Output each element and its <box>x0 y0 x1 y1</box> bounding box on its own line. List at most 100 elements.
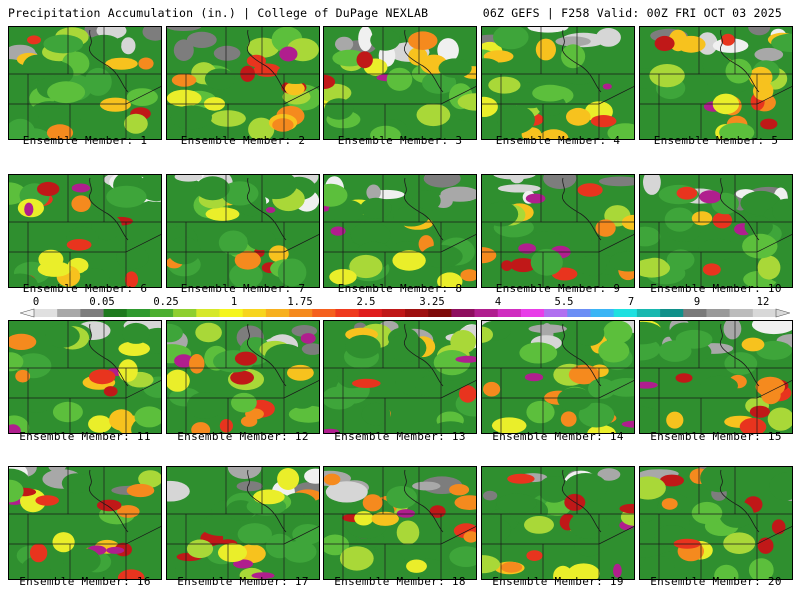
ensemble-panel <box>323 320 477 434</box>
colorbar-segment <box>520 309 545 317</box>
ensemble-panel <box>8 26 162 140</box>
colorbar-segment <box>103 309 128 317</box>
ensemble-member-label: Ensemble Member: 8 <box>337 282 463 295</box>
colorbar-left-arrow <box>20 308 35 318</box>
colorbar-segment <box>381 309 406 317</box>
colorbar-segment <box>405 309 429 317</box>
colorbar-segment <box>358 309 383 317</box>
ensemble-member-label: Ensemble Member: 19 <box>492 575 624 588</box>
ensemble-member-label: Ensemble Member: 1 <box>22 134 148 147</box>
colorbar-tick-label: 0.25 <box>153 296 179 308</box>
colorbar-graphic <box>20 308 790 318</box>
ensemble-panel <box>639 174 793 288</box>
colorbar-segment <box>497 309 522 317</box>
precip-map <box>639 466 793 580</box>
ensemble-panel <box>323 466 477 580</box>
precip-map <box>323 466 477 580</box>
colorbar-segment <box>335 309 359 317</box>
colorbar-segment <box>590 309 614 317</box>
precip-map <box>481 320 635 434</box>
ensemble-member-label: Ensemble Member: 14 <box>492 430 624 443</box>
colorbar-segment <box>451 309 475 317</box>
ensemble-panel <box>166 320 320 434</box>
ensemble-panel <box>481 174 635 288</box>
colorbar-segment <box>289 309 313 317</box>
ensemble-panel <box>323 26 477 140</box>
colorbar-tick-label: 3.25 <box>419 296 445 308</box>
precip-map <box>323 320 477 434</box>
colorbar-segment <box>126 309 151 317</box>
precip-map <box>8 174 162 288</box>
ensemble-member-label: Ensemble Member: 4 <box>495 134 621 147</box>
colorbar-tick-label: 2.5 <box>356 296 376 308</box>
colorbar-segment <box>34 309 58 317</box>
ensemble-panel <box>8 466 162 580</box>
colorbar-segment <box>636 309 661 317</box>
colorbar-segment <box>196 309 220 317</box>
precip-map <box>481 174 635 288</box>
run-info: 06Z GEFS | F258 Valid: 00Z FRI OCT 03 20… <box>482 6 782 20</box>
page-title: Precipitation Accumulation (in.) | Colle… <box>8 6 429 20</box>
precip-map <box>8 26 162 140</box>
ensemble-panel <box>481 466 635 580</box>
ensemble-member-label: Ensemble Member: 10 <box>650 282 782 295</box>
precip-map <box>8 320 162 434</box>
ensemble-panel <box>639 320 793 434</box>
precip-map <box>481 26 635 140</box>
ensemble-panel <box>481 26 635 140</box>
ensemble-member-label: Ensemble Member: 20 <box>650 575 782 588</box>
ensemble-member-label: Ensemble Member: 6 <box>22 282 148 295</box>
precip-map <box>481 466 635 580</box>
ensemble-panel <box>323 174 477 288</box>
colorbar-tick-label: 4 <box>494 296 502 308</box>
colorbar-tick-label: 1.75 <box>287 296 313 308</box>
colorbar-tick-label: 9 <box>693 296 701 308</box>
precip-map <box>323 26 477 140</box>
colorbar-segment <box>242 309 267 317</box>
colorbar-segment <box>80 309 104 317</box>
precip-map <box>166 466 320 580</box>
precip-map <box>166 26 320 140</box>
ensemble-member-label: Ensemble Member: 11 <box>19 430 151 443</box>
ensemble-panel <box>639 466 793 580</box>
colorbar-segment <box>660 309 684 317</box>
colorbar-segment <box>544 309 568 317</box>
ensemble-member-label: Ensemble Member: 3 <box>337 134 463 147</box>
colorbar-right-arrow <box>775 308 790 318</box>
colorbar-segment <box>312 309 336 317</box>
ensemble-panel <box>8 320 162 434</box>
colorbar-segment <box>265 309 290 317</box>
ensemble-member-label: Ensemble Member: 17 <box>177 575 309 588</box>
ensemble-member-label: Ensemble Member: 2 <box>180 134 306 147</box>
ensemble-panel <box>481 320 635 434</box>
ensemble-member-label: Ensemble Member: 9 <box>495 282 621 295</box>
colorbar-segment <box>474 309 499 317</box>
colorbar-tick-label: 12 <box>756 296 770 308</box>
colorbar-segment <box>428 309 452 317</box>
colorbar-segment <box>567 309 591 317</box>
ensemble-member-label: Ensemble Member: 15 <box>650 430 782 443</box>
ensemble-member-label: Ensemble Member: 12 <box>177 430 309 443</box>
ensemble-panel <box>166 174 320 288</box>
colorbar-segment <box>613 309 638 317</box>
ensemble-member-label: Ensemble Member: 16 <box>19 575 151 588</box>
colorbar-segment <box>219 309 243 317</box>
colorbar-tick-label: 0 <box>32 296 40 308</box>
ensemble-member-label: Ensemble Member: 7 <box>180 282 306 295</box>
colorbar-segment <box>57 309 81 317</box>
ensemble-panel <box>8 174 162 288</box>
ensemble-panel <box>639 26 793 140</box>
precip-map <box>323 174 477 288</box>
precip-map <box>166 174 320 288</box>
ensemble-member-label: Ensemble Member: 5 <box>653 134 779 147</box>
ensemble-panel <box>166 26 320 140</box>
colorbar-tick-label: 0.05 <box>89 296 115 308</box>
colorbar-segment <box>683 309 707 317</box>
colorbar-tick-label: 1 <box>230 296 238 308</box>
colorbar-segment <box>173 309 197 317</box>
colorbar-segment <box>729 309 754 317</box>
precip-map <box>8 466 162 580</box>
ensemble-member-label: Ensemble Member: 13 <box>334 430 466 443</box>
colorbar-tick-label: 5.5 <box>554 296 574 308</box>
ensemble-member-label: Ensemble Member: 18 <box>334 575 466 588</box>
